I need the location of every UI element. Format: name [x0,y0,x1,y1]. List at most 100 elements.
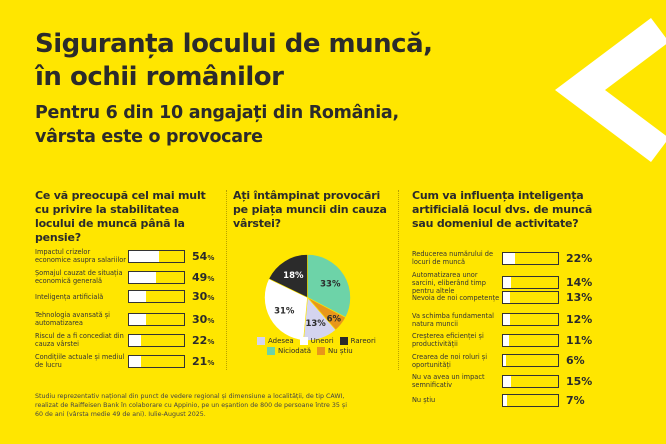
legend-swatch-icon [339,337,348,345]
bar-value: 15% [566,374,593,388]
title-line: Siguranța locului de muncă, [35,29,433,59]
bar-fill [503,375,512,387]
bar-row: Nevoia de noi competențe 13% [412,291,592,304]
legend-swatch-icon [317,347,326,355]
bar-track [128,333,185,347]
bar-fill [129,313,146,325]
bar-fill [503,334,510,346]
pie-label: 33% [320,280,341,290]
bar-fill [503,314,510,325]
bar-track [502,333,559,347]
pie-label: 18% [283,271,304,281]
bar-row: Tehnologia avansată și automatizarea 30% [35,311,214,327]
bar-track [128,312,185,326]
bar-track [128,354,185,368]
bar-value: 30% [192,312,215,326]
bar-label: Automatizarea unor sarcini, eliberând ti… [412,270,486,295]
divider [398,190,399,370]
legend-item: Rareori [339,337,376,345]
bar-value: 21% [192,354,215,368]
legend-swatch-icon [257,337,265,345]
bar-row: Impactul crizelor economice asupra salar… [35,248,214,264]
bar-value: 54% [192,249,215,263]
bar-value: 14% [566,276,593,289]
legend-label: Uneori [310,337,334,345]
bar-track [502,276,559,289]
bar-track [502,251,559,265]
bar-value: 13% [566,291,593,304]
chart1-title: Ce vă preocupă cel mai mult cu privire l… [35,189,206,244]
bar-fill [129,291,146,302]
bar-track [128,249,185,263]
bar-fill [129,355,141,367]
bar-label: Riscul de a fi concediat din cauza vârst… [35,332,124,348]
pie-label: 6% [327,314,342,324]
legend-label: Rareori [350,337,376,345]
bar-label: Condițiile actuale și mediul de lucru [35,353,125,369]
legend-swatch-icon [299,337,308,345]
bar-track [502,291,559,304]
legend-label: Adesea [268,337,294,345]
bar-value: 22% [192,333,215,347]
bar-fill [503,394,507,406]
pie-legend: Adesea Uneori Rareori Niciodată Nu știu [257,337,376,355]
bar-row: Creșterea eficienței și productivității 1… [412,332,592,348]
pie-chart: 33% 6%13% 31% 18% [264,254,351,341]
page-title: Siguranța locului de muncă, în ochii româ… [35,28,515,94]
bar-track [502,354,559,367]
bar-fill [129,271,156,283]
bar-label: Nu știu [412,396,436,404]
chevron-left-logo-icon [555,18,666,162]
chart2-title: Ați întâmpinat provocări pe piața muncii… [233,189,387,230]
page-subtitle: Pentru 6 din 10 angajați din România, vâr… [35,101,515,149]
bar-row: Șomajul cauzat de situația economică gen… [35,269,214,285]
pie-slice [268,254,308,298]
bar-track [502,374,559,388]
bar-row: Inteligența artificială 30% [35,290,214,303]
bar-track [128,290,185,303]
subtitle-line: vârsta este o provocare [35,127,263,147]
bar-fill [503,252,516,264]
bar-row: Reducerea numărului de locuri de muncă 22… [412,250,592,266]
legend-item: Adesea [257,337,294,345]
title-line: în ochii românilor [35,62,284,92]
bar-fill [503,277,511,288]
bar-fill [129,334,142,346]
pie-slice [264,278,308,341]
bar-label: Va schimba fundamental natura muncii [412,311,494,328]
bar-label: Tehnologia avansată și automatizarea [35,311,111,327]
bar-row: Riscul de a fi concediat din cauza vârst… [35,332,214,348]
legend-item: Niciodată [267,347,311,355]
bar-label: Creșterea eficienței și productivității [412,332,484,348]
legend-label: Niciodată [278,347,312,355]
bar-label: Șomajul cauzat de situația economică gen… [35,269,123,285]
bar-row: Nu știu 7% [412,393,585,407]
bar-fill [503,355,507,366]
bar-value: 12% [566,313,593,326]
bar-value: 30% [192,290,215,303]
pie-label: 13% [305,319,326,329]
bar-label: Crearea de noi roluri și oportunități [412,352,488,369]
bar-label: Impactul crizelor economice asupra salar… [35,248,126,264]
bar-label: Reducerea numărului de locuri de muncă [412,250,494,266]
bar-row: Nu va avea un impact semnificativ 15% [412,373,592,389]
legend-item: Nu știu [317,347,353,355]
pie-label: 31% [274,307,295,317]
chart3-title: Cum va influența inteligența artificială… [412,189,593,230]
bar-row: Crearea de noi roluri și oportunități 6% [412,353,585,369]
bar-row: Va schimba fundamental natura muncii 12% [412,312,592,328]
bar-fill [503,292,511,303]
bar-value: 11% [566,333,593,347]
bar-track [502,313,559,326]
bar-value: 49% [192,270,215,284]
legend-item: Uneori [299,337,334,345]
legend-swatch-icon [267,347,275,355]
bar-value: 22% [566,251,593,265]
footnote: Studiu reprezentativ național din punct … [35,393,347,418]
bar-fill [129,250,159,262]
bar-track [128,270,185,284]
bar-value: 6% [566,354,585,367]
divider [226,190,227,370]
bar-row: Automatizarea unor sarcini, eliberând ti… [412,271,592,295]
legend-label: Nu știu [328,347,353,355]
